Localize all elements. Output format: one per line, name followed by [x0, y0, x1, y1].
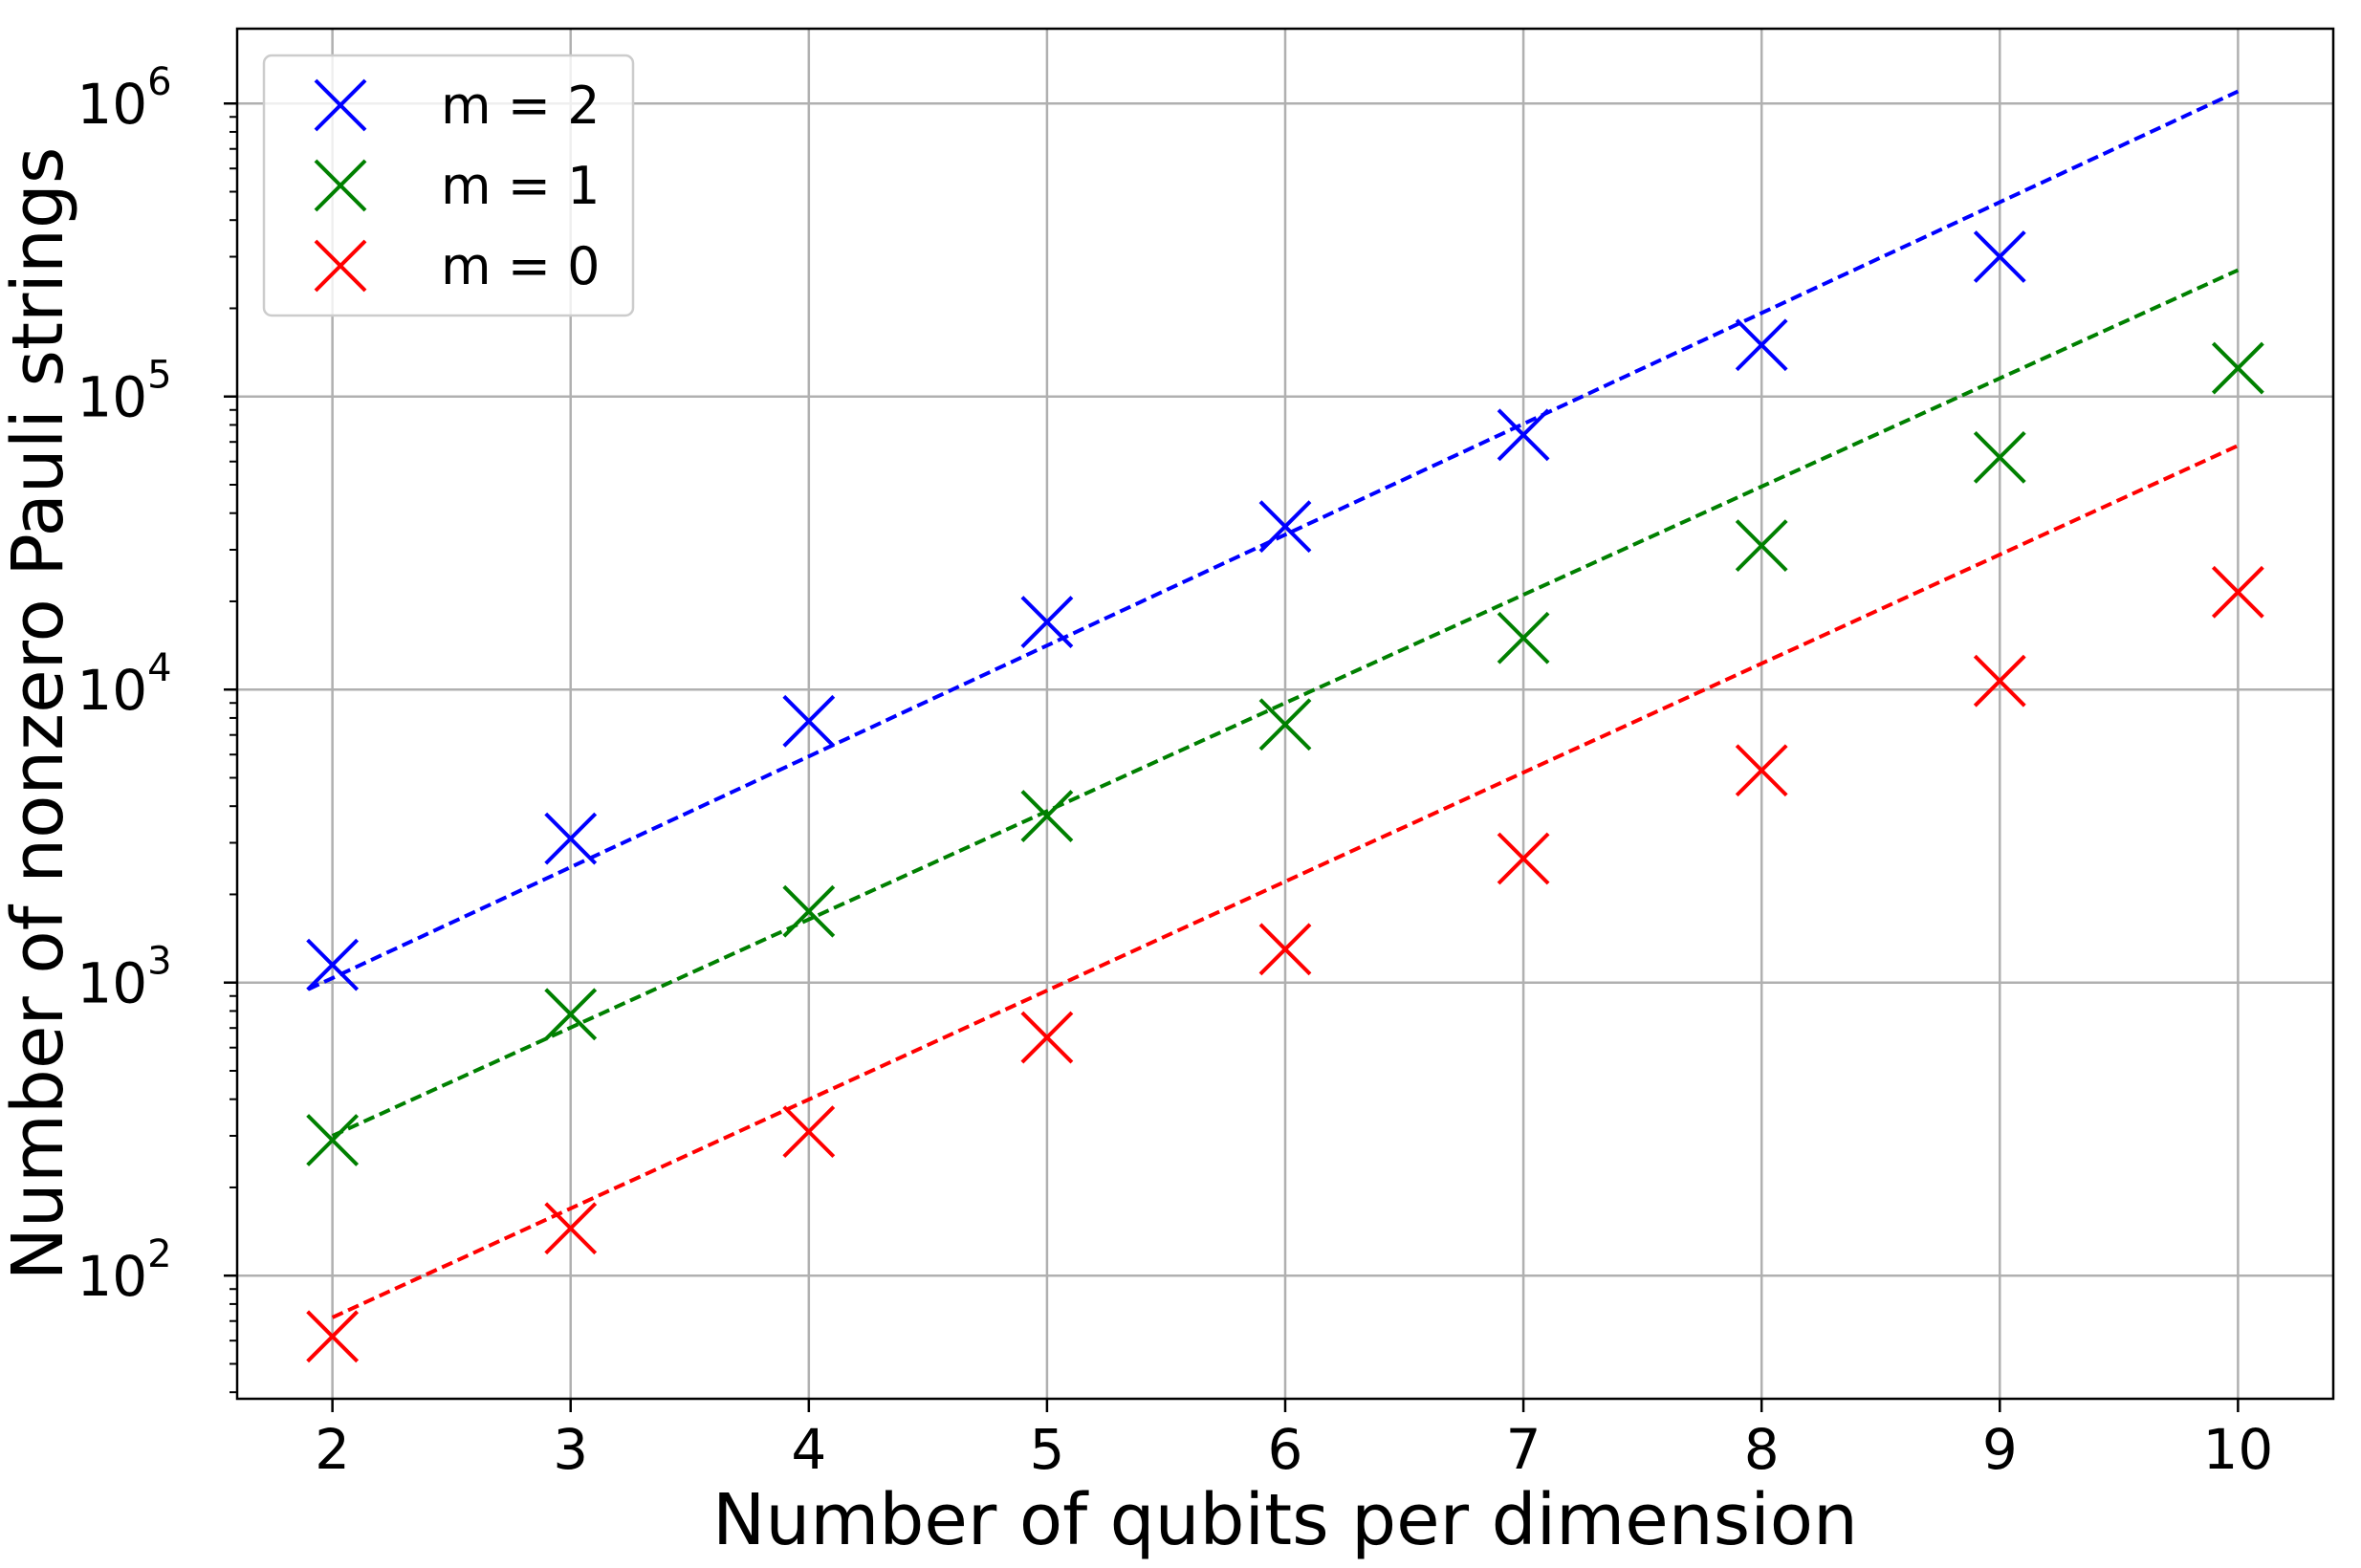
data-point-series-0 — [306, 938, 360, 991]
legend-label-series-2: m = 0 — [441, 236, 601, 296]
y-tick-base: 10 — [77, 658, 147, 723]
x-tick-label: 4 — [791, 1417, 826, 1482]
data-point-series-0 — [1020, 596, 1074, 649]
data-point-series-2 — [306, 1310, 360, 1363]
y-tick-label: 105 — [77, 354, 171, 430]
data-point-series-1 — [2211, 341, 2264, 395]
x-axis-label: Number of qubits per dimension — [712, 1479, 1858, 1561]
x-tick-label: 8 — [1744, 1417, 1780, 1482]
data-point-series-2 — [1735, 744, 1788, 797]
data-point-series-1 — [1497, 611, 1550, 664]
data-point-series-0 — [1973, 230, 2026, 283]
fit-line-series-1 — [331, 268, 2240, 1138]
data-point-series-0 — [1735, 318, 1788, 372]
legend-label-series-1: m = 1 — [441, 156, 601, 216]
y-tick-label: 104 — [77, 646, 171, 723]
data-point-series-2 — [1973, 654, 2026, 708]
data-point-series-2 — [1020, 1011, 1074, 1064]
y-tick-label: 102 — [77, 1232, 171, 1309]
fit-line-series-2 — [331, 444, 2240, 1319]
legend-marker-series-1 — [314, 159, 367, 212]
data-points — [306, 230, 2264, 1363]
data-point-series-1 — [544, 988, 598, 1041]
data-point-series-1 — [782, 884, 836, 938]
x-axis-ticks: 2 3 4 5 6 7 8 9 10 — [315, 1399, 2273, 1482]
y-tick-base: 10 — [77, 72, 147, 137]
data-point-series-0 — [1258, 500, 1312, 554]
fit-lines — [307, 89, 2240, 1319]
x-tick-label: 2 — [315, 1417, 350, 1482]
x-tick-label: 3 — [553, 1417, 588, 1482]
data-point-series-1 — [1973, 430, 2026, 484]
x-tick-label: 10 — [2202, 1417, 2273, 1482]
fit-line-series-0 — [307, 89, 2240, 991]
y-axis-label: Number of nonzero Pauli strings — [0, 147, 79, 1281]
data-point-series-1 — [1735, 519, 1788, 573]
x-tick-label: 6 — [1268, 1417, 1303, 1482]
data-point-series-2 — [2211, 565, 2264, 619]
legend-marker-series-2 — [314, 239, 367, 293]
data-point-series-0 — [544, 812, 598, 865]
y-tick-base: 10 — [77, 1244, 147, 1309]
y-tick-exponent: 6 — [147, 60, 171, 104]
data-point-series-2 — [782, 1105, 836, 1159]
data-point-series-1 — [1020, 790, 1074, 842]
x-tick-label: 9 — [1982, 1417, 2018, 1482]
legend-label-series-0: m = 2 — [441, 76, 601, 136]
y-tick-base: 10 — [77, 365, 147, 430]
y-tick-base: 10 — [77, 951, 147, 1016]
x-tick-label: 7 — [1506, 1417, 1541, 1482]
legend-marker-series-0 — [314, 78, 367, 132]
y-tick-exponent: 4 — [147, 646, 171, 690]
legend: m = 2 m = 1 m = 0 — [262, 54, 635, 317]
y-tick-label: 103 — [77, 940, 171, 1016]
x-tick-label: 5 — [1029, 1417, 1064, 1482]
y-tick-exponent: 5 — [147, 354, 171, 398]
data-point-series-2 — [1497, 832, 1550, 885]
data-point-series-2 — [544, 1202, 598, 1255]
data-point-series-0 — [1497, 408, 1550, 462]
y-tick-exponent: 3 — [147, 940, 171, 984]
data-point-series-2 — [1258, 923, 1312, 976]
data-point-series-1 — [1258, 698, 1312, 751]
y-tick-label: 106 — [77, 60, 171, 137]
data-point-series-1 — [306, 1114, 360, 1166]
y-tick-exponent: 2 — [147, 1232, 171, 1276]
data-point-series-0 — [782, 694, 836, 748]
